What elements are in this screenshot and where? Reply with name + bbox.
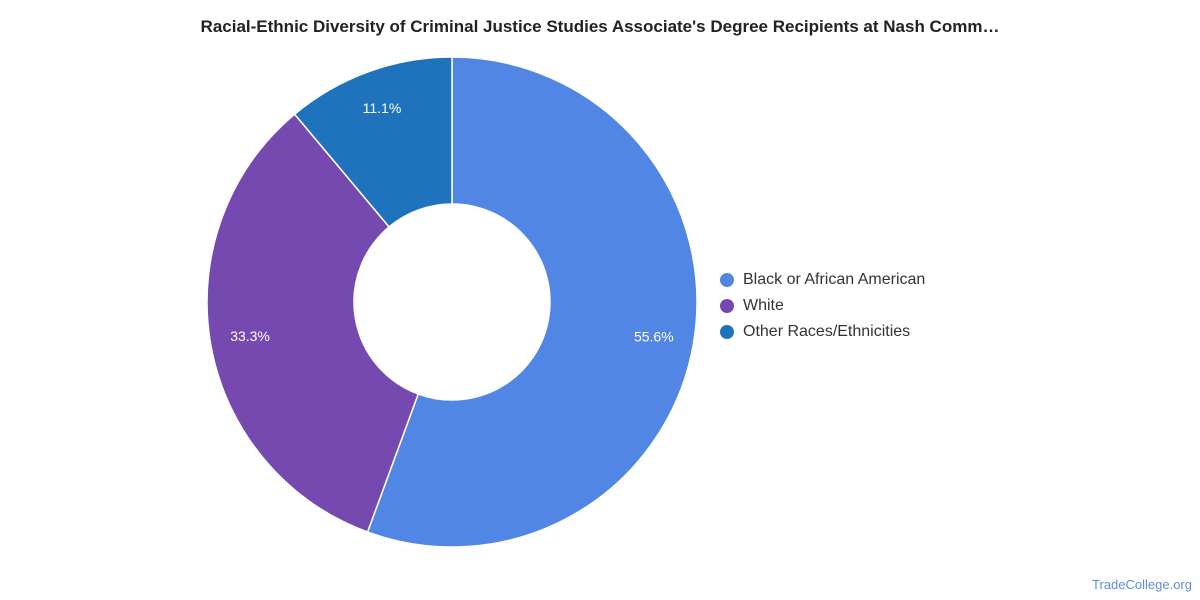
legend-item-1[interactable]: Black or African American <box>720 267 925 293</box>
legend-swatch-2 <box>720 299 734 313</box>
donut-slice-3[interactable] <box>293 56 453 228</box>
legend-label-3: Other Races/Ethnicities <box>743 323 911 340</box>
chart-title: Racial-Ethnic Diversity of Criminal Just… <box>200 17 1000 36</box>
legend-label-1: Black or African American <box>743 271 926 288</box>
donut-slice-2[interactable] <box>206 113 420 533</box>
legend-swatch-1 <box>720 273 734 287</box>
slice-value-label-1: 55.6% <box>634 329 674 345</box>
slice-value-label-3: 11.1% <box>363 100 402 116</box>
legend-item-3[interactable]: Other Races/Ethnicities <box>720 319 925 345</box>
donut-slice-1[interactable] <box>366 56 698 548</box>
slice-value-label-2: 33.3% <box>230 328 270 344</box>
source-credit[interactable]: TradeCollege.org <box>1092 577 1192 592</box>
legend-item-2[interactable]: White <box>720 293 925 319</box>
legend-label-2: White <box>743 297 784 314</box>
legend-swatch-3 <box>720 325 734 339</box>
chart-legend: Black or African American White Other Race… <box>720 267 925 345</box>
